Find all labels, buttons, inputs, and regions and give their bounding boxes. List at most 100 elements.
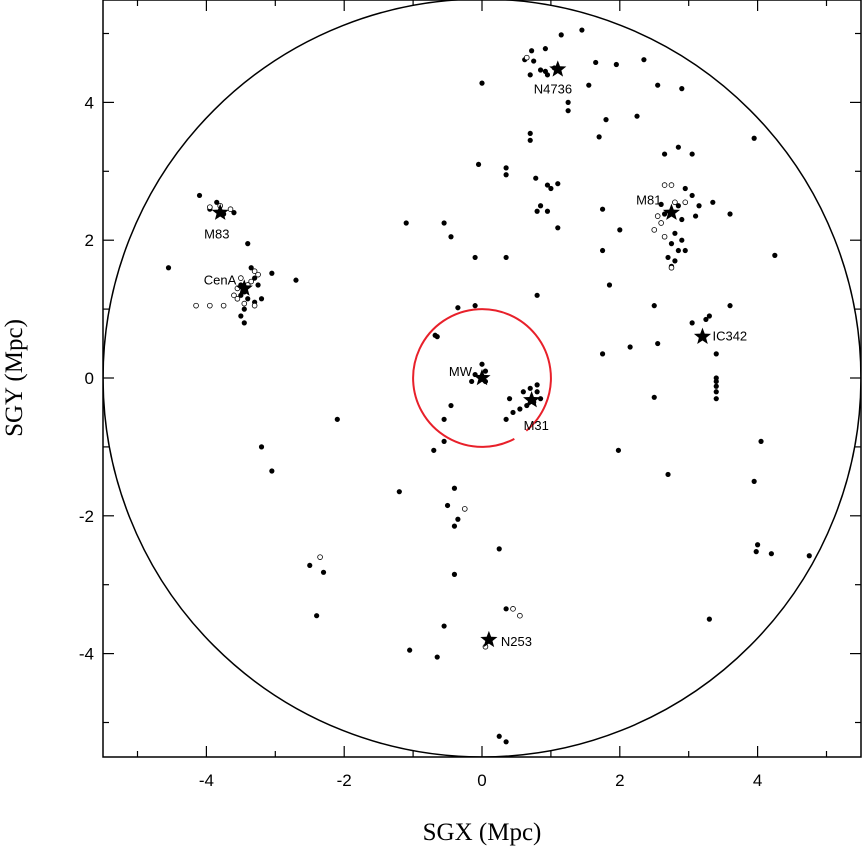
- filled-point: [542, 46, 548, 52]
- filled-point: [248, 265, 254, 271]
- filled-point: [593, 59, 599, 66]
- filled-point: [682, 185, 688, 192]
- filled-point: [603, 117, 609, 123]
- filled-point: [675, 144, 681, 150]
- filled-point: [231, 210, 237, 216]
- filled-point: [713, 389, 719, 395]
- filled-point: [503, 739, 509, 745]
- open-point: [241, 300, 248, 307]
- x-axis-title: SGX (Mpc): [423, 819, 542, 846]
- filled-point: [641, 57, 647, 63]
- filled-point: [675, 203, 681, 209]
- filled-point: [768, 551, 774, 557]
- filled-point: [706, 616, 712, 622]
- filled-point: [214, 199, 220, 205]
- star-m81: [662, 203, 681, 220]
- filled-point: [751, 478, 757, 484]
- open-point: [661, 182, 668, 188]
- filled-point: [534, 208, 540, 214]
- open-point: [207, 302, 213, 309]
- filled-point: [555, 225, 561, 231]
- galaxy-stars: N4736 M83 M81 CenA IC342 MW M31 N253: [204, 60, 747, 649]
- filled-point: [627, 344, 633, 350]
- open-point: [231, 292, 237, 299]
- open-point: [510, 606, 516, 612]
- filled-point: [475, 161, 482, 168]
- filled-point: [679, 86, 685, 92]
- filled-point: [555, 181, 561, 187]
- filled-point: [565, 108, 571, 114]
- filled-point: [661, 151, 668, 157]
- filled-point: [441, 438, 447, 444]
- tick-labels: -4 -2 0 2 4 -4 -2 0 2 4: [79, 93, 762, 790]
- star-label: IC342: [712, 329, 747, 344]
- filled-point: [753, 549, 759, 555]
- star-n4736: [549, 60, 567, 77]
- y-tick-label: 4: [85, 93, 94, 112]
- filled-point: [503, 254, 509, 261]
- filled-point: [758, 438, 764, 444]
- filled-point: [672, 258, 678, 264]
- star-label: M31: [524, 418, 549, 433]
- filled-point: [537, 203, 544, 209]
- filled-point: [503, 416, 509, 422]
- filled-point: [496, 546, 502, 552]
- open-point: [668, 264, 675, 271]
- filled-point: [320, 569, 327, 575]
- filled-point: [579, 27, 585, 33]
- filled-point: [293, 277, 299, 283]
- star-m83: [211, 203, 229, 220]
- open-point: [661, 233, 668, 240]
- filled-point: [703, 316, 709, 323]
- filled-point: [472, 303, 478, 309]
- filled-point: [503, 606, 509, 612]
- filled-point: [727, 303, 733, 309]
- filled-point: [534, 292, 540, 298]
- filled-point: [252, 275, 258, 281]
- filled-point: [675, 247, 681, 254]
- filled-point: [751, 135, 757, 141]
- filled-point: [713, 396, 719, 402]
- filled-point: [431, 447, 437, 453]
- y-tick-label: -2: [79, 507, 94, 526]
- filled-point: [534, 389, 540, 395]
- filled-point: [668, 241, 675, 247]
- open-point: [248, 278, 254, 285]
- filled-point: [451, 523, 458, 529]
- filled-point: [544, 182, 551, 188]
- star-n253: [480, 630, 498, 648]
- filled-point: [503, 165, 509, 171]
- y-tick-label: 2: [85, 231, 94, 250]
- filled-point: [455, 305, 461, 311]
- filled-point: [634, 113, 640, 119]
- filled-point: [503, 172, 509, 178]
- filled-point: [655, 82, 661, 88]
- filled-point: [241, 320, 247, 326]
- filled-point: [314, 613, 320, 619]
- filled-point: [755, 542, 761, 548]
- filled-point: [548, 185, 554, 192]
- filled-point: [615, 447, 622, 453]
- filled-point: [245, 241, 251, 247]
- filled-point: [496, 733, 502, 739]
- filled-point: [772, 252, 778, 258]
- filled-point: [165, 265, 172, 271]
- filled-point: [269, 468, 275, 474]
- filled-point: [679, 216, 685, 223]
- filled-point: [396, 489, 402, 495]
- filled-point: [565, 99, 571, 105]
- filled-point: [527, 137, 533, 143]
- filled-point: [479, 361, 485, 367]
- filled-point: [448, 234, 454, 240]
- filled-point: [451, 571, 458, 577]
- open-point: [193, 302, 199, 309]
- filled-point: [706, 313, 712, 319]
- filled-point: [665, 254, 671, 261]
- star-label: MW: [449, 364, 473, 379]
- filled-point: [238, 313, 244, 319]
- filled-point: [599, 247, 606, 254]
- filled-point: [531, 58, 537, 64]
- star-ic342: [693, 327, 712, 344]
- filled-point: [196, 192, 203, 199]
- filled-point: [713, 383, 719, 389]
